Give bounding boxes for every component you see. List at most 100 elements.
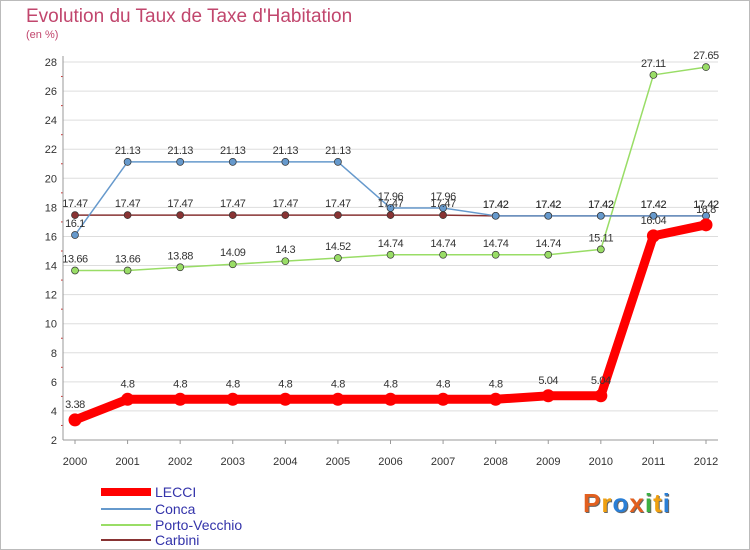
proxiti-logo: Proxiti <box>583 488 671 519</box>
x-tick-label: 2001 <box>115 456 139 468</box>
data-label: 27.65 <box>693 50 719 62</box>
logo-letter: o <box>612 488 630 518</box>
data-label: 5.04 <box>591 375 611 387</box>
data-label: 17.42 <box>483 199 509 211</box>
data-point <box>123 211 132 219</box>
y-tick-label: 12 <box>45 290 57 302</box>
legend-label: Porto-Vecchio <box>155 517 242 533</box>
y-tick-label: 14 <box>45 261 57 273</box>
logo-letter: t <box>653 488 663 518</box>
data-point <box>386 211 395 219</box>
data-label: 14.74 <box>483 238 509 250</box>
y-tick-label: 20 <box>45 173 57 185</box>
data-label: 14.09 <box>220 247 246 259</box>
data-label: 14.52 <box>325 241 351 253</box>
data-point <box>176 263 185 272</box>
data-point <box>123 158 132 166</box>
y-tick-label: 16 <box>45 231 57 243</box>
data-point <box>491 250 500 259</box>
data-point <box>544 211 553 220</box>
x-tick-label: 2009 <box>536 456 560 468</box>
data-label: 21.13 <box>167 145 193 157</box>
data-label: 17.47 <box>430 198 456 210</box>
data-label: 13.88 <box>167 250 193 262</box>
x-tick-label: 2006 <box>378 456 402 468</box>
data-point <box>596 245 605 254</box>
y-tick-label: 10 <box>45 319 57 331</box>
x-tick-label: 2005 <box>326 456 350 468</box>
logo-letter: x <box>629 488 645 518</box>
data-label: 17.47 <box>62 198 88 210</box>
data-point <box>702 63 710 71</box>
data-point <box>436 392 450 406</box>
y-tick-label: 18 <box>45 202 57 214</box>
data-label: 13.66 <box>115 253 141 265</box>
legend-label: LECCI <box>155 484 196 500</box>
data-label: 16.04 <box>641 215 667 227</box>
data-label: 14.74 <box>378 238 404 250</box>
data-label: 16.8 <box>696 204 716 216</box>
y-tick-label: 2 <box>51 435 57 447</box>
data-label: 17.42 <box>693 199 719 211</box>
data-point <box>491 211 500 220</box>
data-label: 21.13 <box>220 145 246 157</box>
y-tick-label: 26 <box>45 86 57 98</box>
data-label: 15.11 <box>588 232 613 244</box>
x-tick-label: 2011 <box>642 456 666 468</box>
data-label: 17.47 <box>273 198 299 210</box>
data-label: 21.13 <box>115 145 141 157</box>
data-point <box>596 211 605 220</box>
y-tick-label: 22 <box>45 144 57 156</box>
data-label: 21.13 <box>273 145 299 157</box>
data-point <box>71 231 79 239</box>
data-label: 17.42 <box>588 199 614 211</box>
data-label: 4.8 <box>121 378 135 390</box>
data-label: 14.74 <box>430 238 456 250</box>
data-label: 17.42 <box>693 199 719 211</box>
data-label: 4.8 <box>436 378 450 390</box>
data-point <box>489 392 503 406</box>
x-tick-label: 2003 <box>221 456 245 468</box>
data-point <box>281 211 290 219</box>
logo-letter: P <box>583 488 602 518</box>
data-label: 4.8 <box>278 378 292 390</box>
data-label: 4.8 <box>383 378 397 390</box>
legend-label: Carbini <box>155 532 199 548</box>
data-label: 17.47 <box>325 198 351 210</box>
legend-label: Conca <box>155 501 196 517</box>
chart-unit: (en %) <box>26 29 59 41</box>
chart-title: Evolution du Taux de Taxe d'Habitation <box>26 6 353 27</box>
data-point <box>68 413 82 427</box>
data-label: 17.47 <box>167 198 193 210</box>
logo-letter: r <box>601 488 613 518</box>
y-tick-label: 4 <box>51 406 57 418</box>
data-label: 16.1 <box>65 218 85 230</box>
data-label: 5.04 <box>538 375 558 387</box>
data-point <box>646 229 660 243</box>
x-tick-label: 2008 <box>483 456 507 468</box>
data-label: 17.42 <box>535 199 561 211</box>
data-label: 17.47 <box>378 198 404 210</box>
x-tick-label: 2002 <box>168 456 192 468</box>
data-point <box>334 158 342 166</box>
logo-letter: i <box>644 488 654 518</box>
data-point <box>331 392 345 406</box>
data-point <box>173 392 187 406</box>
y-tick-label: 6 <box>51 377 57 389</box>
data-point <box>649 71 658 79</box>
data-label: 21.13 <box>325 145 351 157</box>
data-label: 3.38 <box>65 399 85 411</box>
data-label: 17.47 <box>220 198 246 210</box>
logo-letter: i <box>662 488 671 518</box>
series-group <box>68 63 713 427</box>
data-label: 4.8 <box>331 378 345 390</box>
data-point <box>278 392 292 406</box>
data-point <box>226 392 240 406</box>
grid-lines <box>63 61 718 441</box>
x-tick-label: 2007 <box>431 456 455 468</box>
data-point <box>386 204 395 212</box>
data-point <box>439 204 447 212</box>
data-point <box>699 218 713 232</box>
data-point <box>334 211 342 219</box>
